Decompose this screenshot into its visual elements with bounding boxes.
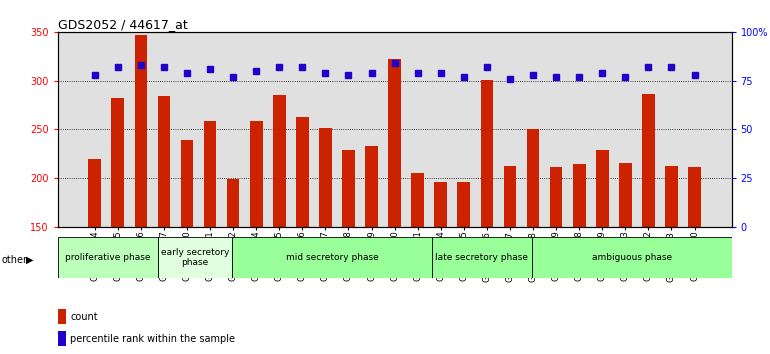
Bar [89,159,101,227]
Bar [227,179,239,227]
Bar [365,146,378,227]
Bar [158,96,170,227]
Bar [642,94,654,227]
Bar [158,237,233,278]
Text: percentile rank within the sample: percentile rank within the sample [70,335,235,344]
Text: early secretory
phase: early secretory phase [161,248,229,267]
Text: ambiguous phase: ambiguous phase [591,253,671,262]
Bar [550,167,562,227]
Bar [342,150,355,227]
Bar [573,164,585,227]
Bar [58,331,66,346]
Text: GDS2052 / 44617_at: GDS2052 / 44617_at [58,18,188,31]
Bar [480,80,494,227]
Bar [135,35,147,227]
Bar [204,121,216,227]
Bar [665,166,678,227]
Bar [688,167,701,227]
Bar [319,128,332,227]
Bar [619,163,631,227]
Bar [273,95,286,227]
Bar [504,166,517,227]
Bar [388,59,401,227]
Bar [411,173,424,227]
Bar [532,237,732,278]
Bar [181,140,193,227]
Bar [596,150,608,227]
Bar [249,121,263,227]
Bar [432,237,532,278]
Bar [112,98,124,227]
Text: proliferative phase: proliferative phase [65,253,150,262]
Bar [434,182,447,227]
Text: count: count [70,312,98,322]
Bar [457,182,470,227]
Text: ▶: ▶ [26,255,34,265]
Text: other: other [2,255,28,265]
Text: late secretory phase: late secretory phase [436,253,528,262]
Bar [58,237,158,278]
Text: mid secretory phase: mid secretory phase [286,253,379,262]
Bar [527,129,540,227]
Bar [233,237,432,278]
Bar [296,116,309,227]
Bar [58,309,66,324]
